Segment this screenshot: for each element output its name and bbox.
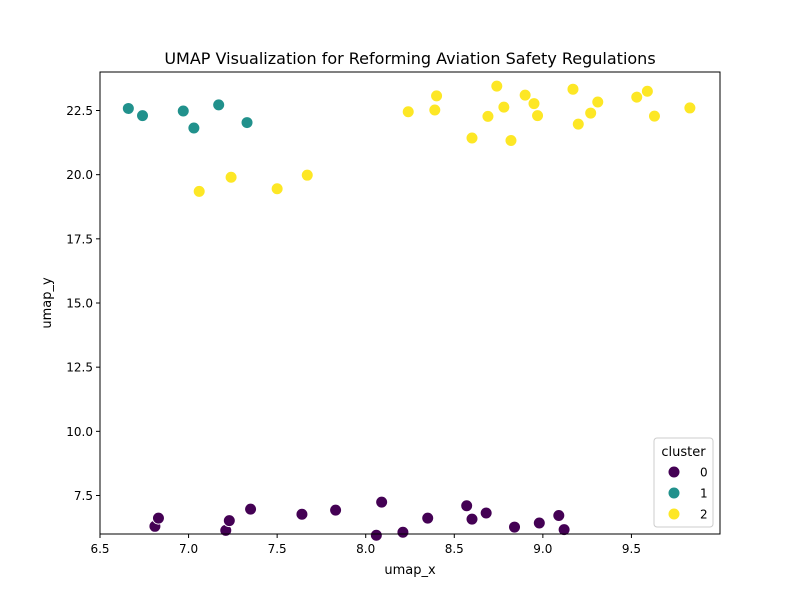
legend-marker-2 [667,507,681,521]
x-tick-label: 7.0 [179,542,198,556]
y-axis-ticks: 7.5 10.0 12.5 15.0 17.5 20.0 22.5 [66,104,100,503]
point-cluster-2-4 [401,105,415,119]
y-tick-label: 17.5 [66,232,93,246]
x-axis-ticks: 6.5 7.0 7.5 8.0 8.5 9.0 9.5 [90,534,641,556]
point-cluster-2-21 [647,109,661,123]
legend-box [653,437,714,528]
y-tick-label: 12.5 [66,361,93,375]
legend-label-2: 2 [700,508,708,522]
point-cluster-0-6 [329,503,343,517]
y-tick-label: 22.5 [66,104,93,118]
point-cluster-0-16 [552,509,566,523]
point-cluster-0-9 [396,525,410,539]
point-cluster-1-3 [187,121,201,135]
point-cluster-2-3 [300,168,314,182]
legend-label-0: 0 [700,466,708,480]
x-tick-label: 6.5 [90,542,109,556]
point-cluster-0-5 [295,507,309,521]
y-tick-label: 10.0 [66,425,93,439]
point-cluster-0-7 [369,528,383,542]
point-cluster-0-10 [421,511,435,525]
point-cluster-0-1 [151,511,165,525]
y-tick-label: 7.5 [74,489,93,503]
plot-frame [99,71,721,535]
x-axis-label: umap_x [384,563,436,578]
point-cluster-2-20 [640,84,654,98]
point-cluster-2-8 [481,109,495,123]
point-cluster-2-14 [531,109,545,123]
x-tick-label: 8.0 [356,542,375,556]
point-cluster-0-12 [465,512,479,526]
point-cluster-2-12 [518,88,532,102]
point-cluster-2-22 [683,101,697,115]
legend-marker-1 [667,486,681,500]
x-tick-label: 9.0 [533,542,552,556]
point-cluster-0-4 [244,502,258,516]
point-cluster-2-13 [527,97,541,111]
point-cluster-1-2 [176,104,190,118]
point-cluster-2-6 [430,89,444,103]
point-cluster-2-7 [465,131,479,145]
legend-title: cluster [661,445,706,460]
point-cluster-2-15 [566,82,580,96]
point-cluster-2-11 [504,134,518,148]
y-tick-label: 15.0 [66,297,93,311]
point-cluster-2-19 [630,90,644,104]
point-cluster-1-0 [121,101,135,115]
point-cluster-2-16 [571,117,585,131]
point-cluster-2-5 [428,103,442,117]
y-axis-label: umap_y [40,277,55,329]
point-cluster-2-17 [584,106,598,120]
x-tick-label: 7.5 [268,542,287,556]
point-cluster-2-9 [490,79,504,93]
point-cluster-0-17 [557,523,571,537]
point-cluster-0-3 [222,514,236,528]
point-cluster-0-13 [479,506,493,520]
y-tick-label: 20.0 [66,168,93,182]
point-cluster-2-0 [192,184,206,198]
point-cluster-2-10 [497,100,511,114]
point-cluster-2-1 [224,170,238,184]
points-layer [121,79,697,542]
point-cluster-1-1 [136,109,150,123]
legend-items: 0 1 2 [667,465,708,522]
x-tick-label: 8.5 [445,542,464,556]
x-tick-label: 9.5 [622,542,641,556]
point-cluster-0-15 [532,516,546,530]
chart-title: UMAP Visualization for Reforming Aviatio… [164,49,655,68]
point-cluster-2-2 [270,182,284,196]
legend: cluster 0 1 2 [653,437,714,528]
legend-marker-0 [667,465,681,479]
point-cluster-1-5 [240,116,254,130]
point-cluster-0-14 [508,520,522,534]
point-cluster-0-11 [460,499,474,513]
point-cluster-1-4 [212,98,226,112]
point-cluster-0-8 [375,495,389,509]
point-cluster-2-18 [591,95,605,109]
legend-label-1: 1 [700,487,708,501]
